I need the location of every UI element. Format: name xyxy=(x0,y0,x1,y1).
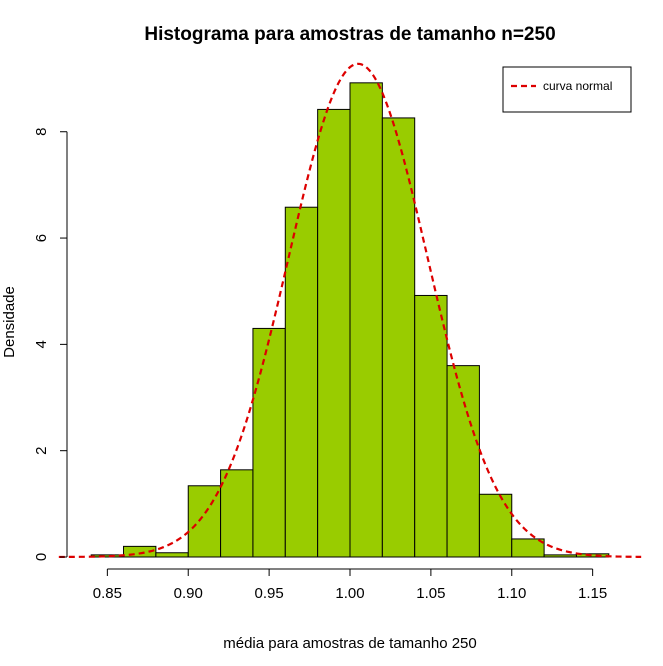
chart-title: Histograma para amostras de tamanho n=25… xyxy=(144,24,555,45)
histogram-bar xyxy=(543,554,577,558)
histogram-bar xyxy=(123,545,157,558)
histogram-bar xyxy=(511,538,545,558)
histogram-bar xyxy=(381,117,416,558)
legend: curva normal xyxy=(502,66,632,113)
histogram-bar xyxy=(414,294,448,558)
histogram-bar xyxy=(155,552,189,558)
x-tick-label: 1.00 xyxy=(335,585,364,602)
x-tick-label: 1.15 xyxy=(578,585,607,602)
y-axis-title: Densidade xyxy=(1,286,18,358)
x-tick-label: 1.10 xyxy=(497,585,526,602)
y-tick-label: 8 xyxy=(33,128,50,136)
x-tick-label: 0.85 xyxy=(93,585,122,602)
y-tick-label: 0 xyxy=(33,553,50,561)
legend-box xyxy=(502,66,632,113)
x-axis: 0.85 0.90 0.95 1.00 1.05 1.10 1.15 xyxy=(93,568,607,602)
x-tick-label: 0.90 xyxy=(174,585,203,602)
x-tick-label: 1.05 xyxy=(416,585,445,602)
x-tick-label: 0.95 xyxy=(255,585,284,602)
histogram-bar xyxy=(349,82,383,558)
histogram-bar xyxy=(317,108,351,558)
histogram-bar xyxy=(284,206,319,558)
y-tick-label: 6 xyxy=(33,234,50,242)
y-tick-label: 4 xyxy=(33,340,50,348)
y-tick-label: 2 xyxy=(33,447,50,455)
histogram-bar xyxy=(220,469,254,558)
x-axis-title: média para amostras de tamanho 250 xyxy=(223,635,476,652)
histogram-bar xyxy=(90,554,125,558)
histogram-bar xyxy=(446,365,480,558)
normal-curve-layer xyxy=(58,62,642,559)
normal-curve-line xyxy=(58,62,642,559)
y-axis: 0 2 4 6 8 xyxy=(33,128,68,561)
histogram-bar xyxy=(252,327,286,558)
legend-label-curva-normal: curva normal xyxy=(543,79,612,93)
histogram-bar xyxy=(478,493,513,558)
histogram-bar xyxy=(187,485,222,558)
histogram-bars xyxy=(90,82,610,558)
